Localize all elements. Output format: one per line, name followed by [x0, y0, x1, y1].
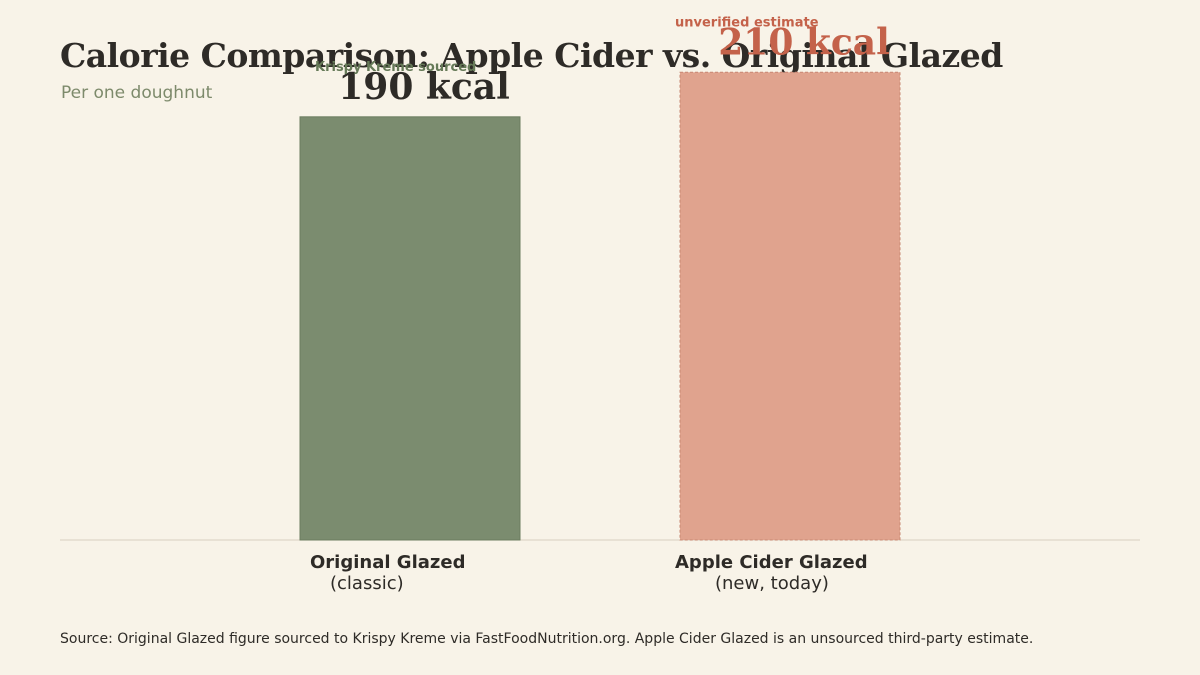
- category-name: Apple Cider Glazed: [675, 552, 868, 573]
- annotation-1: unverified estimate: [675, 15, 819, 30]
- category-label-0: Original Glazed (classic): [310, 552, 465, 594]
- source-note: Source: Original Glazed figure sourced t…: [60, 631, 1034, 647]
- category-sublabel: (new, today): [715, 573, 829, 594]
- chart-subtitle: Per one doughnut: [61, 83, 213, 103]
- bar-1: [679, 71, 901, 541]
- value-label-0: 190 kcal: [338, 66, 510, 108]
- annotation-0: Krispy Kreme sourced: [315, 60, 476, 75]
- bar-0: [299, 116, 521, 541]
- category-label-1: Apple Cider Glazed (new, today): [675, 552, 868, 594]
- category-name: Original Glazed: [310, 552, 466, 573]
- value-label-1: 210 kcal: [718, 21, 890, 63]
- chart-title: Calorie Comparison: Apple Cider vs. Orig…: [60, 36, 1003, 75]
- category-sublabel: (classic): [330, 573, 404, 594]
